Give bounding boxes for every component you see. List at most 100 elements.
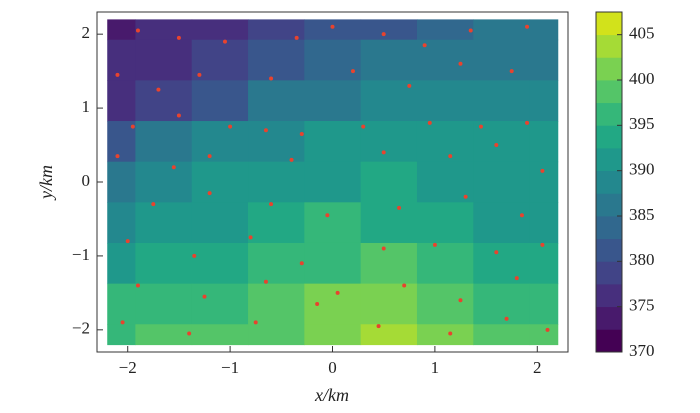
contour-cell [191,202,249,244]
sample-point [545,327,550,332]
sample-point [263,279,268,284]
sample-point [325,213,330,218]
contour-cell [304,242,362,285]
contour-cell [529,161,559,203]
colorbar-tick-label: 385 [629,205,655,224]
x-tick-label: 0 [328,358,337,377]
contour-cell [107,19,136,41]
sample-point [269,202,274,207]
sample-point [135,28,140,33]
colorbar-band [596,261,622,285]
sample-point [269,76,274,81]
contour-cell [360,19,418,41]
contour-cell [416,283,474,325]
sample-point [222,39,227,44]
contour-cell [529,80,559,122]
sample-point [330,24,335,29]
colorbar-band [596,193,622,217]
sample-point [397,205,402,210]
colorbar-band [596,216,622,240]
contour-cell [416,19,474,41]
contour-cell [107,39,136,81]
sample-point [458,61,463,66]
sample-point [432,242,437,247]
contour-cell [416,242,474,285]
contour-cell [107,283,136,325]
colorbar-tick-label: 405 [629,24,655,43]
sample-point [381,150,386,155]
contour-cell [360,121,418,163]
y-axis-title: y/km [36,165,56,201]
sample-point [448,154,453,159]
contour-cell [473,324,531,346]
y-tick-label: 2 [82,23,91,42]
sample-point [427,120,432,125]
colorbar-band [596,306,622,330]
sample-point [294,35,299,40]
contour-cell [473,202,531,244]
contour-cell [304,283,362,325]
contour-cell [248,121,305,163]
sample-point [248,235,253,240]
colorbar-band [596,80,622,104]
colorbar-band [596,238,622,262]
contour-cell [135,202,193,244]
colorbar-band [596,57,622,81]
contour-cell [304,19,362,41]
sample-point [187,331,192,336]
contour-cell [135,39,193,81]
colorbar-band [596,170,622,194]
sample-point [540,168,545,173]
contour-cell [529,324,559,346]
contour-cell [416,324,474,346]
contour-cell [473,121,531,163]
sample-point [519,213,524,218]
sample-point [197,72,202,77]
sample-point [504,316,509,321]
colorbar-band [596,125,622,149]
contour-cell [135,19,193,41]
contour-cell [191,283,249,325]
contour-cell [529,283,559,325]
sample-point [125,239,130,244]
x-tick-label: 2 [533,358,542,377]
contour-cell [304,161,362,203]
contour-cell [248,39,305,81]
contour-cell [473,161,531,203]
x-tick-label: 1 [431,358,440,377]
contour-cell [473,242,531,285]
contour-cell [107,121,136,163]
contour-cell [107,324,136,346]
contour-cell [107,80,136,122]
sample-point [381,32,386,37]
contour-cell [248,80,305,122]
contour-cell [135,324,193,346]
sample-point [350,69,355,74]
colorbar-frame [595,11,623,353]
sample-point [463,194,468,199]
sample-point [494,143,499,148]
sample-point [135,283,140,288]
colorbar-band [596,34,622,58]
sample-point [540,242,545,247]
contour-cell [135,242,193,285]
contour-cell [473,19,531,41]
contour-cell [416,202,474,244]
sample-point [156,87,161,92]
contour-cell [107,242,136,285]
contour-cell [360,161,418,203]
sample-point [253,320,258,325]
x-tick-label: −1 [221,358,239,377]
y-tick-label: −2 [72,319,90,338]
sample-point [376,324,381,329]
contour-cell [473,80,531,122]
colorbar-tick-label: 375 [629,296,655,315]
sample-point [458,298,463,303]
contour-cell [529,121,559,163]
y-tick-label: −1 [72,245,90,264]
sample-point [263,128,268,133]
contour-cell [248,202,305,244]
contour-cell [304,121,362,163]
contour-cell [304,324,362,346]
